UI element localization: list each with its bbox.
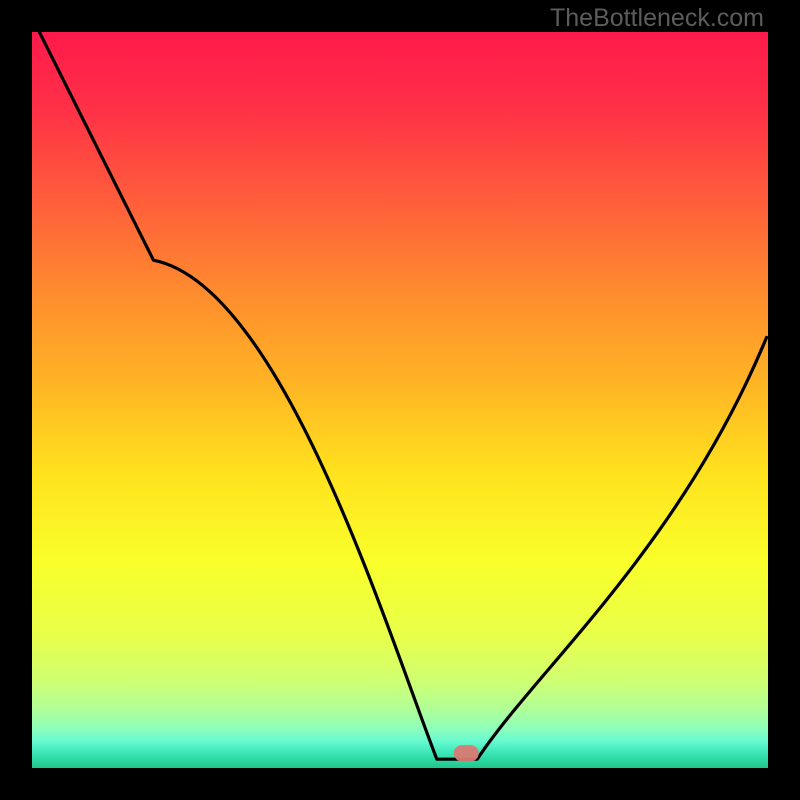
chart-frame: TheBottleneck.com [0, 0, 800, 800]
optimum-marker [454, 745, 479, 761]
plot-svg [32, 32, 768, 768]
watermark-text: TheBottleneck.com [550, 4, 764, 33]
plot-area [32, 32, 768, 768]
